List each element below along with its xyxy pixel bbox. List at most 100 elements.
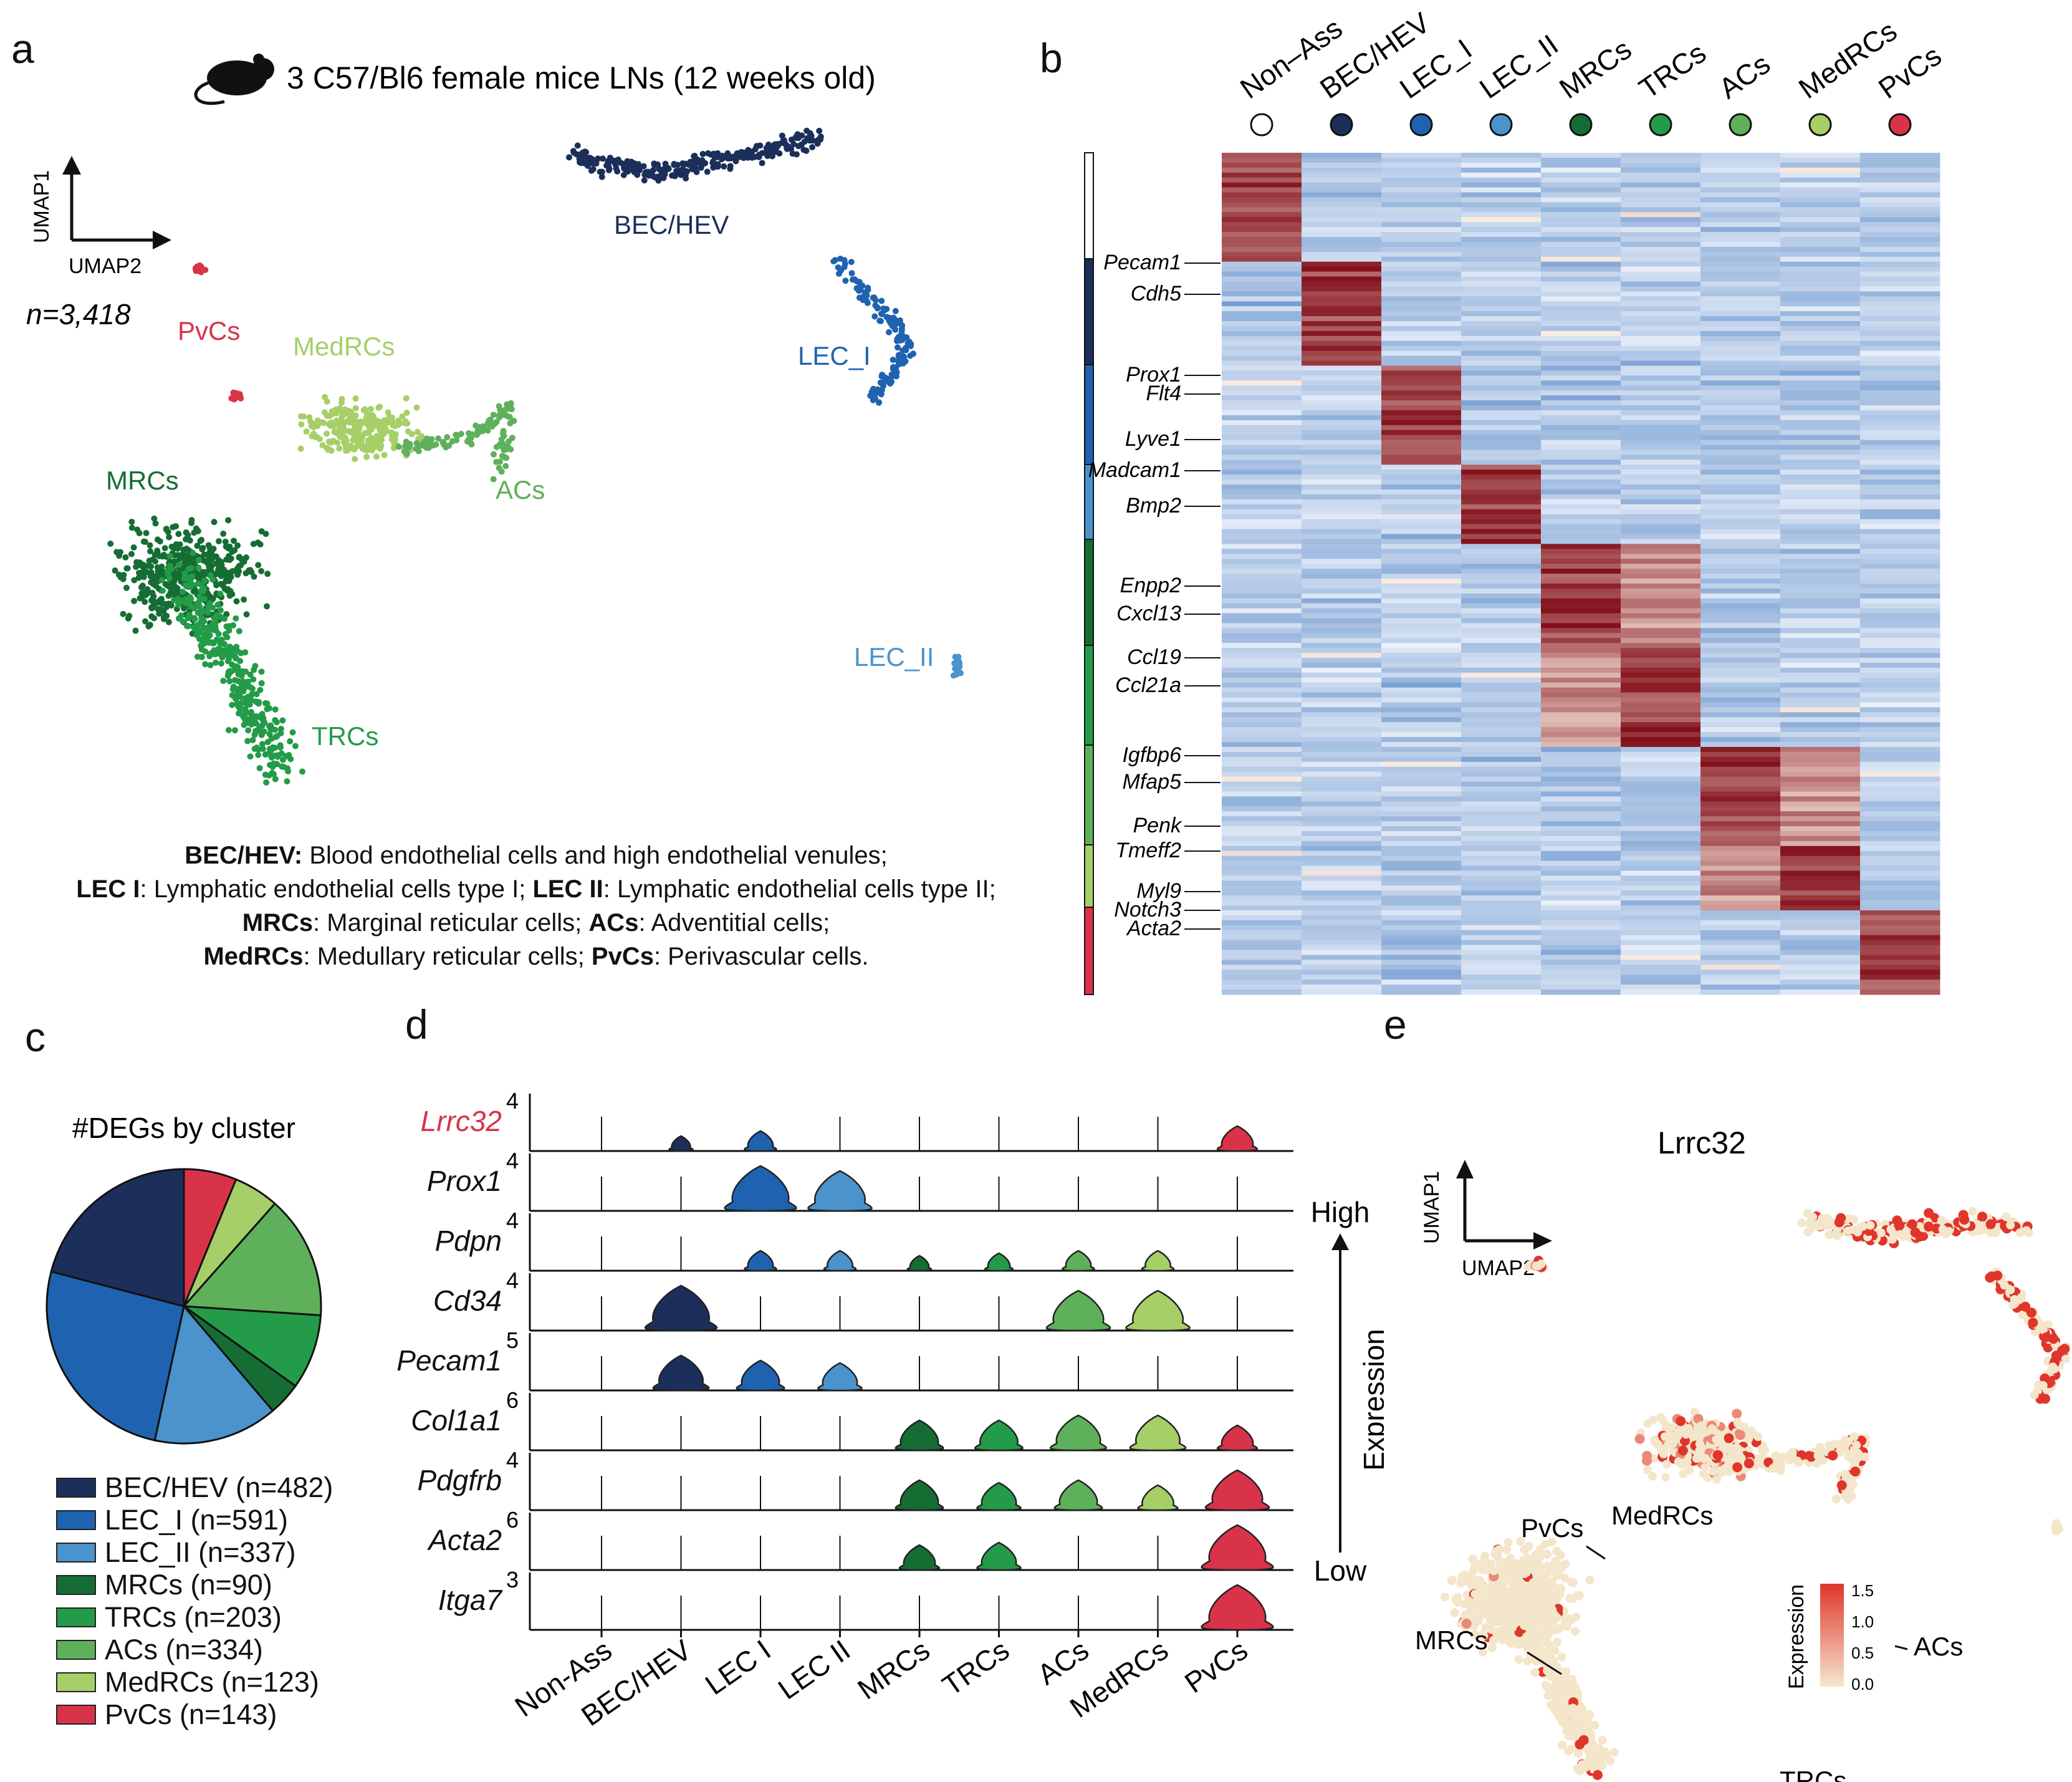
- heatmap-cell: [1700, 707, 1781, 713]
- umap-point: [732, 158, 739, 165]
- heatmap-cell: [1621, 345, 1701, 352]
- umap-point: [570, 149, 577, 156]
- umap-point: [321, 409, 328, 416]
- heatmap-cell: [1222, 905, 1302, 911]
- heatmap-cell: [1222, 677, 1302, 683]
- umap-point: [444, 434, 451, 441]
- umap-point: [142, 589, 149, 595]
- heatmap-cell: [1381, 350, 1462, 357]
- heatmap-cell: [1780, 648, 1861, 653]
- umap-point: [375, 423, 381, 430]
- umap-point: [244, 738, 251, 744]
- heatmap-cell: [1302, 345, 1382, 352]
- heatmap-cell: [1621, 697, 1701, 703]
- violin-shape: [974, 1419, 1024, 1452]
- heatmap-cell: [1780, 742, 1861, 748]
- umap-point: [228, 555, 234, 562]
- heatmap-cell: [1700, 920, 1781, 926]
- heatmap-cell: [1860, 727, 1940, 733]
- heatmap-cell: [1222, 479, 1302, 485]
- legend-swatch: [56, 1607, 96, 1627]
- heatmap-cell: [1780, 499, 1861, 505]
- heatmap-cell: [1541, 415, 1621, 421]
- heatmap-cell: [1381, 761, 1462, 768]
- heatmap-cell: [1621, 569, 1701, 574]
- umap-point: [259, 741, 266, 748]
- heatmap-cell: [1381, 850, 1462, 857]
- heatmap-cell: [1222, 153, 1302, 158]
- heatmap-cell: [1780, 826, 1861, 832]
- feature-point: [1853, 1228, 1863, 1237]
- feature-point: [1743, 1458, 1754, 1468]
- umap-point: [502, 463, 509, 470]
- feature-point: [1642, 1450, 1652, 1461]
- heatmap-cell: [1302, 479, 1382, 485]
- umap-point: [206, 653, 213, 660]
- heatmap-cell: [1621, 613, 1701, 619]
- heatmap-cell: [1860, 608, 1940, 614]
- heatmap-cell: [1780, 945, 1861, 951]
- heatmap-cell: [1461, 484, 1542, 490]
- heatmap-cell: [1780, 182, 1861, 188]
- umap-point: [871, 313, 878, 320]
- heatmap-cell: [1222, 826, 1302, 832]
- heatmap-cell: [1780, 554, 1861, 559]
- heatmap-cell: [1780, 167, 1861, 173]
- heatmap-cell: [1302, 524, 1382, 530]
- heatmap-cell: [1461, 400, 1542, 406]
- heatmap-cell: [1700, 826, 1781, 832]
- heatmap-cell: [1700, 321, 1781, 327]
- heatmap-cell: [1461, 569, 1542, 574]
- heatmap-cell: [1461, 415, 1542, 421]
- umap-point: [860, 297, 866, 304]
- umap-point: [187, 594, 194, 600]
- heatmap-cell: [1302, 791, 1382, 797]
- heatmap-cell: [1780, 400, 1861, 406]
- heatmap-cell: [1621, 207, 1701, 213]
- heatmap-cell: [1780, 885, 1861, 891]
- violin-shape: [1201, 1524, 1274, 1571]
- heatmap-cell: [1222, 335, 1302, 342]
- heatmap-cell: [1302, 212, 1382, 218]
- heatmap-cell: [1541, 499, 1621, 505]
- umap-point: [255, 562, 262, 569]
- umap-point: [130, 544, 137, 551]
- heatmap-cell: [1222, 296, 1302, 302]
- heatmap-cell: [1860, 177, 1940, 183]
- feature-point: [1487, 1643, 1497, 1652]
- heatmap-cell: [1381, 653, 1462, 658]
- heatmap-cell: [1860, 970, 1940, 975]
- feature-point: [1833, 1231, 1842, 1240]
- umap-point: [395, 443, 402, 450]
- heatmap-cell: [1860, 395, 1940, 401]
- heatmap-cell: [1461, 776, 1542, 783]
- heatmap-cell: [1381, 345, 1462, 352]
- umap-point: [152, 558, 159, 565]
- heatmap-cell: [1461, 781, 1542, 787]
- heatmap-cell: [1780, 960, 1861, 965]
- umap-point: [237, 393, 244, 400]
- feature-point: [1564, 1746, 1573, 1756]
- heatmap-cell: [1860, 237, 1940, 243]
- umap-point: [221, 566, 228, 573]
- umap-point: [146, 570, 153, 577]
- heatmap-cell: [1541, 910, 1621, 916]
- heatmap-cell: [1541, 633, 1621, 638]
- heatmap-cell: [1621, 623, 1701, 629]
- heatmap-cell: [1780, 306, 1861, 312]
- feature-point: [1662, 1460, 1671, 1469]
- heatmap-cell: [1222, 415, 1302, 421]
- violin-shape: [1050, 1414, 1107, 1452]
- scale-arrow: [1331, 1233, 1349, 1553]
- heatmap-cell: [1700, 811, 1781, 817]
- feature-point: [2002, 1212, 2011, 1221]
- umap-point: [153, 582, 160, 589]
- heatmap-cell: [1381, 638, 1462, 643]
- feature-point: [1546, 1624, 1555, 1634]
- heatmap-cluster-sidebar: [1084, 152, 1094, 995]
- feature-point: [1656, 1413, 1666, 1422]
- violin-ymax-tick: 6: [506, 1387, 519, 1413]
- umap-point: [319, 442, 326, 449]
- umap-point: [673, 168, 680, 175]
- heatmap-cell: [1381, 504, 1462, 510]
